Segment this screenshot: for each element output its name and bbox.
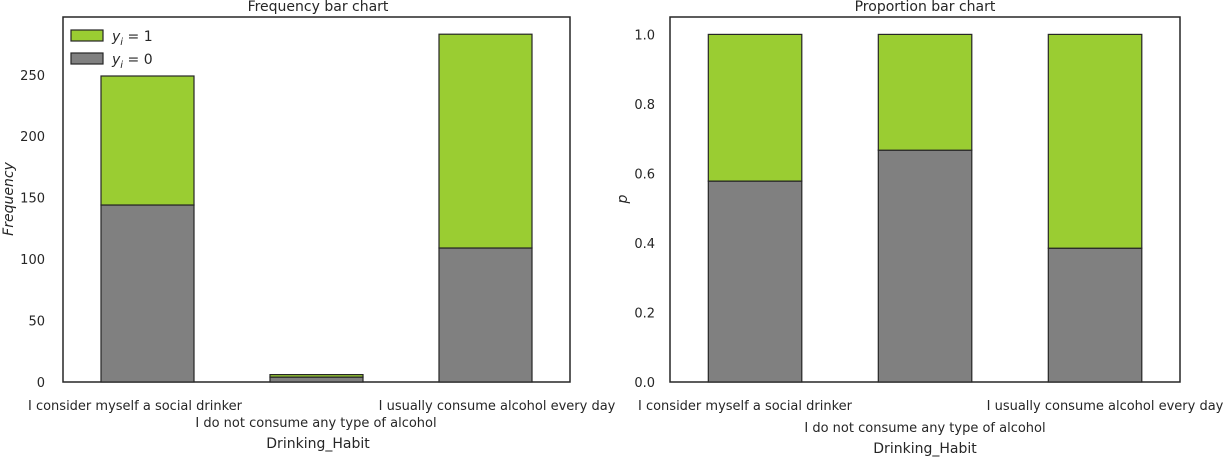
bar-y0-3: [1047, 247, 1143, 383]
legend: yi = 1 yi = 0: [70, 29, 153, 71]
y-tick-label: 50: [28, 315, 45, 330]
y-tick-labels: 0 50 100 150 200 250: [20, 69, 45, 391]
x-tick-label: I consider myself a social drinker: [638, 399, 853, 414]
proportion-chart-panel: Proportion bar chart 0.00.20.40.60.81.0 …: [615, 0, 1224, 457]
y-tick-label: 0.6: [634, 167, 655, 182]
bar-y1-2: [877, 33, 973, 151]
x-tick-label: I consider myself a social drinker: [28, 399, 243, 414]
y-tick-label: 200: [20, 130, 45, 145]
bar-y1-2: [269, 374, 364, 378]
y-axis-label: p: [615, 194, 631, 204]
y-tick-label: 250: [20, 69, 45, 84]
y-tick-label: 100: [20, 253, 45, 268]
bar-y0-2: [269, 376, 364, 383]
bar-y1-3: [438, 33, 533, 249]
bar-group: [707, 33, 1143, 383]
y-tick-labels: 0.0 0.2 0.4 0.6 0.8 1.0: [634, 28, 655, 391]
legend-swatch-y1: [70, 29, 104, 42]
y-tick-label: 0.4: [634, 237, 655, 252]
bar-group: [100, 33, 533, 383]
legend-label-y0: yi = 0: [111, 52, 153, 71]
x-axis-label: Drinking_Habit: [266, 436, 370, 452]
chart-title: Frequency bar chart: [248, 0, 389, 15]
x-tick-labels: I consider myself a social drinker I do n…: [28, 399, 616, 431]
x-tick-label: I do not consume any type of alcohol: [804, 421, 1045, 436]
bar-y1-3: [1047, 33, 1143, 249]
chart-title: Proportion bar chart: [855, 0, 996, 15]
bar-y1-1: [100, 75, 195, 206]
bar-y0-2: [877, 149, 973, 383]
y-tick-label: 0.2: [634, 307, 655, 322]
frequency-chart-panel: Frequency bar chart 0 50 100 150 200 250 I co…: [1, 0, 616, 452]
x-tick-label: I usually consume alcohol every day: [987, 399, 1224, 414]
legend-swatch-y0: [70, 52, 104, 65]
bar-y0-1: [100, 204, 195, 383]
y-axis-label: Frequency: [1, 161, 17, 235]
legend-label-y1: yi = 1: [111, 29, 153, 48]
x-tick-label: I do not consume any type of alcohol: [195, 416, 436, 431]
y-tick-label: 1.0: [634, 28, 655, 43]
y-tick-label: 0.8: [634, 98, 655, 113]
x-tick-label: I usually consume alcohol every day: [379, 399, 616, 414]
bar-y0-3: [438, 247, 533, 383]
y-tick-label: 0: [37, 376, 45, 391]
y-tick-label: 150: [20, 192, 45, 207]
x-tick-labels: I consider myself a social drinker I do n…: [638, 399, 1224, 436]
bar-y1-1: [707, 33, 803, 182]
bar-y0-1: [707, 180, 803, 383]
x-axis-label: Drinking_Habit: [873, 441, 977, 457]
y-tick-label: 0.0: [634, 376, 655, 391]
